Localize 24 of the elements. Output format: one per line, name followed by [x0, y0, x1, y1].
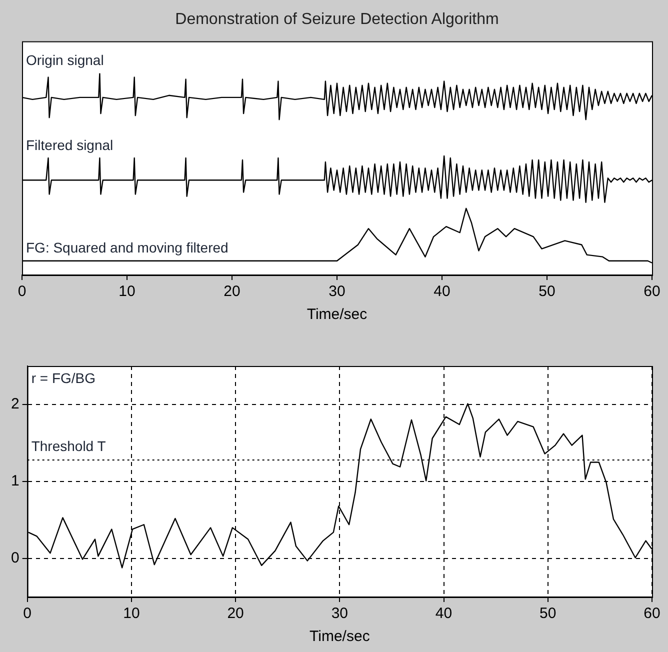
chart-title: Demonstration of Seizure Detection Algorithm [175, 11, 499, 28]
x-tick-label: 10 [118, 283, 136, 300]
y-tick-label: 1 [11, 472, 20, 490]
x-tick-label: 20 [227, 605, 244, 622]
x-tick-label: 60 [644, 605, 660, 622]
x-tick-label: 0 [23, 605, 32, 622]
x-tick-label: 40 [434, 283, 450, 300]
series-label: Filtered signal [26, 136, 114, 153]
x-tick-label: 50 [540, 605, 556, 622]
y-tick-label: 2 [11, 396, 20, 413]
y-tick-label: 0 [11, 550, 20, 567]
x-tick-label: 40 [435, 605, 452, 622]
x-tick-label: 30 [331, 605, 348, 622]
x-tick-label: 50 [538, 283, 556, 300]
series-label: FG: Squared and moving filtered [26, 240, 228, 256]
x-tick-label: 10 [123, 605, 140, 622]
series-label: Origin signal [26, 52, 104, 68]
x-tick-label: 60 [644, 283, 660, 300]
x-tick-label: 20 [224, 283, 240, 300]
x-axis-title: Time/sec [306, 306, 368, 324]
x-axis-title: Time/sec [310, 628, 370, 646]
x-tick-label: 30 [328, 283, 346, 300]
annotation: r = FG/BG [31, 370, 96, 386]
ref-line-label: Threshold T [31, 438, 106, 454]
